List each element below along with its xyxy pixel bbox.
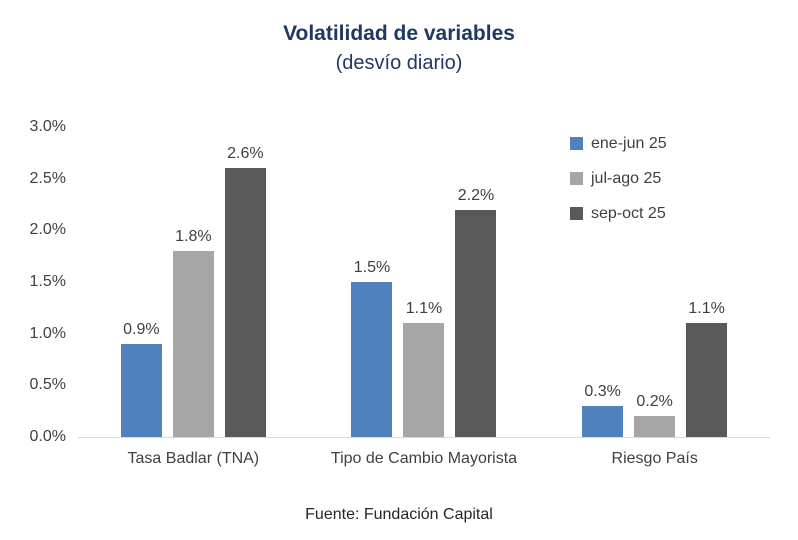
legend: ene-jun 25 jul-ago 25 sep-oct 25 xyxy=(570,134,667,223)
bar xyxy=(120,344,162,437)
bar-value-label: 1.5% xyxy=(353,259,391,276)
bar-wrap: 0.9% xyxy=(120,127,162,437)
y-tick-label: 0.5% xyxy=(29,376,66,394)
bar-value-label: 2.2% xyxy=(457,186,495,204)
bar-wrap: 1.1% xyxy=(686,127,728,437)
bar-group: 0.3% 0.2% 1.1% xyxy=(582,127,728,437)
source-note: Fuente: Fundación Capital xyxy=(305,506,493,523)
bar-group: 1.5% 1.1% 2.2% xyxy=(351,127,497,437)
legend-label: sep-oct 25 xyxy=(591,205,666,222)
bar-value-label: 1.1% xyxy=(688,300,725,318)
bar xyxy=(172,251,214,437)
bar-wrap: 1.8% xyxy=(172,127,214,437)
legend-marker xyxy=(570,207,583,220)
bar xyxy=(403,323,445,437)
chart-title: Volatilidad de variables xyxy=(283,22,515,45)
y-tick-label: 2.0% xyxy=(29,221,66,239)
legend-marker xyxy=(570,172,583,185)
chart-subtitle: (desvío diario) xyxy=(335,52,463,74)
legend-label: jul-ago 25 xyxy=(591,170,662,187)
y-tick-label: 1.5% xyxy=(29,273,66,290)
y-tick-label: 3.0% xyxy=(29,118,66,135)
y-tick-label: 1.0% xyxy=(29,324,66,342)
bar-group: 0.9% 1.8% 2.6% xyxy=(120,127,266,437)
bar-wrap: 2.2% xyxy=(455,127,497,437)
legend-item: sep-oct 25 xyxy=(570,204,667,223)
bar-value-label: 2.6% xyxy=(227,145,264,163)
y-tick-label: 2.5% xyxy=(29,169,66,187)
x-category-label: Riesgo País xyxy=(611,450,698,467)
bar-wrap: 1.1% xyxy=(403,127,445,437)
legend-marker xyxy=(570,137,583,150)
legend-item: jul-ago 25 xyxy=(570,169,667,188)
legend-item: ene-jun 25 xyxy=(570,134,667,153)
bar-wrap: 1.5% xyxy=(351,127,393,437)
bar-value-label: 1.1% xyxy=(405,300,443,318)
x-category-label: Tipo de Cambio Mayorista xyxy=(330,450,518,467)
y-tick-label: 0.0% xyxy=(29,428,66,445)
bar xyxy=(686,323,728,437)
bar-wrap: 2.6% xyxy=(224,127,266,437)
bar xyxy=(634,416,676,437)
bar xyxy=(351,282,393,437)
x-axis-labels: Tasa Badlar (TNA) Tipo de Cambio Mayorist… xyxy=(78,450,770,468)
bar xyxy=(224,168,266,437)
bar-wrap: 0.3% xyxy=(582,127,624,437)
bar-value-label: 0.2% xyxy=(636,393,673,411)
bar-wrap: 0.2% xyxy=(634,127,676,437)
legend-label: ene-jun 25 xyxy=(591,135,667,152)
x-category-label: Tasa Badlar (TNA) xyxy=(127,450,260,467)
plot-area: 0.9% 1.8% 2.6% 1.5% 1.1% 2.2% 0.3% 0.2% 1.1% xyxy=(78,127,770,438)
bar-value-label: 1.8% xyxy=(175,228,212,245)
bar xyxy=(455,209,497,437)
bar xyxy=(582,406,624,437)
bar-value-label: 0.9% xyxy=(123,321,160,338)
bar-value-label: 0.3% xyxy=(584,383,621,400)
y-axis: 3.0% 2.5% 2.0% 1.5% 1.0% 0.5% 0.0% xyxy=(0,118,66,445)
